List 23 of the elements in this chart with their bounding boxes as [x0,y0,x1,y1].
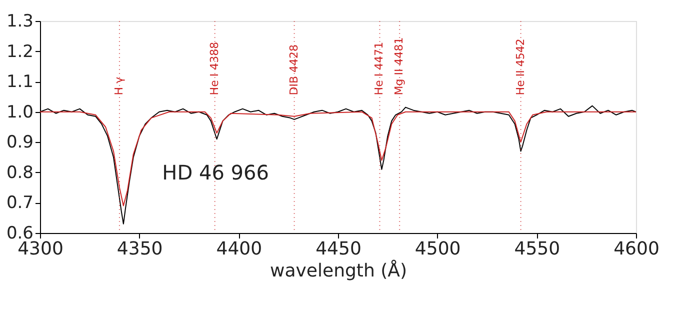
ref-line-label: He I 4471 [372,42,386,96]
y-tick-label: 0.7 [6,193,34,214]
x-tick-label: 4450 [316,238,362,260]
y-tick-label: 0.8 [6,162,34,183]
y-tick-label: 1.2 [6,42,34,62]
y-tick-label: 1.3 [6,12,34,32]
y-tick-label: 0.9 [6,132,34,153]
x-tick-label: 4350 [116,238,163,260]
annotation: HD 46 966 [162,160,269,185]
ref-line-label: He I 4388 [208,42,221,96]
x-tick-label: 4300 [18,238,64,260]
y-tick-label: 1.1 [6,72,34,92]
ref-line-label: H γ [112,76,126,96]
x-tick-label: 4550 [514,238,560,260]
x-axis-title: wavelength (Å) [270,260,407,282]
x-tick-label: 4400 [216,238,262,260]
y-tick-label: 1.0 [6,102,34,122]
ref-line-label: Mg II 4481 [392,37,406,96]
x-tick-label: 4500 [414,238,461,260]
x-tick-label: 4600 [614,238,660,260]
ref-line-label: He II 4542 [514,38,527,96]
ref-line-label: DIB 4428 [287,44,300,96]
line-series [40,111,636,206]
